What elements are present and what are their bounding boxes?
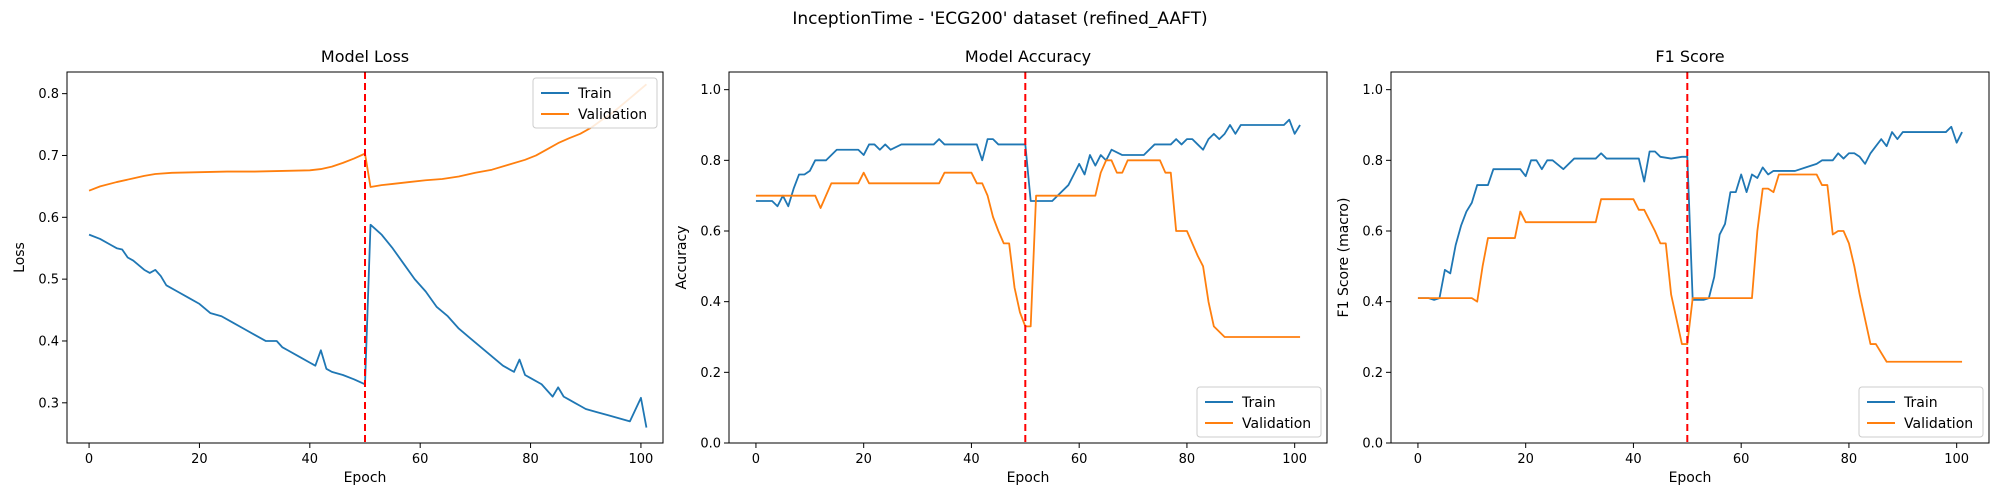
accuracy-legend-box [1196, 386, 1322, 438]
loss-xtick-label: 20 [191, 452, 208, 467]
accuracy-ytick-label: 0.4 [700, 295, 721, 310]
f1-xtick-label: 80 [1841, 452, 1858, 467]
loss-ytick-label: 0.6 [38, 211, 59, 226]
loss-xtick-label: 80 [522, 452, 539, 467]
loss-ytick-label: 0.7 [38, 149, 59, 164]
accuracy-legend: Train Validation [1196, 386, 1322, 438]
loss-xtick-label: 100 [629, 452, 654, 467]
f1-legend-label-train: Train [1903, 395, 1938, 411]
accuracy-ytick-label: 0.0 [700, 437, 721, 452]
accuracy-xtick-label: 100 [1282, 452, 1307, 467]
loss-legend: Train Validation [532, 77, 658, 129]
accuracy-ytick-label: 1.0 [700, 83, 721, 98]
accuracy-series-validation [755, 159, 1301, 338]
panel-accuracy: Model Accuracy 0 20 40 60 80 100 0.0 0.2 0.4 0.6 0.… [674, 47, 1328, 486]
loss-ytick-label: 0.3 [38, 396, 59, 411]
loss-legend-label-validation: Validation [578, 107, 647, 123]
f1-xtick-label: 100 [1944, 452, 1969, 467]
f1-legend-box [1858, 386, 1984, 438]
figure-suptitle: InceptionTime - 'ECG200' dataset (refine… [792, 9, 1207, 29]
loss-ytick-label: 0.5 [38, 273, 59, 288]
accuracy-ylabel: Accuracy [674, 226, 690, 290]
f1-ytick-label: 0.6 [1362, 225, 1383, 240]
loss-series-validation [88, 83, 648, 192]
loss-legend-label-train: Train [577, 86, 612, 102]
f1-ytick-label: 0.8 [1362, 154, 1383, 169]
loss-legend-box [532, 77, 658, 129]
accuracy-ytick-label: 0.6 [700, 225, 721, 240]
f1-title: F1 Score [1655, 47, 1724, 66]
accuracy-xtick-label: 60 [1071, 452, 1088, 467]
f1-ytick-label: 1.0 [1362, 83, 1383, 98]
f1-ytick-label: 0.4 [1362, 295, 1383, 310]
f1-xlabel: Epoch [1669, 470, 1712, 486]
panel-loss: Model Loss 0 20 40 60 80 100 0.3 0.4 0.5 0.6 0.7 0.8… [12, 47, 664, 486]
f1-xtick-label: 60 [1733, 452, 1750, 467]
accuracy-ytick-label: 0.8 [700, 154, 721, 169]
accuracy-legend-label-train: Train [1241, 395, 1276, 411]
f1-ylabel: F1 Score (macro) [1336, 198, 1352, 318]
loss-axes-frame [66, 71, 664, 444]
accuracy-xtick-label: 40 [963, 452, 980, 467]
accuracy-legend-label-validation: Validation [1242, 416, 1311, 432]
f1-series-validation [1417, 173, 1963, 363]
loss-ylabel: Loss [12, 242, 28, 273]
f1-ytick-label: 0.0 [1362, 437, 1383, 452]
f1-axes-frame [1390, 71, 1990, 444]
loss-ytick-label: 0.4 [38, 334, 59, 349]
loss-ytick-label: 0.8 [38, 87, 59, 102]
f1-series-train [1417, 125, 1963, 301]
f1-xtick-label: 40 [1625, 452, 1642, 467]
loss-xtick-label: 40 [302, 452, 319, 467]
f1-legend: Train Validation [1858, 386, 1984, 438]
panel-f1: F1 Score 0 20 40 60 80 100 0.0 0.2 0.4 0.6 0.8 1.0 Ep… [1336, 47, 1990, 486]
accuracy-ytick-label: 0.2 [700, 366, 721, 381]
accuracy-xtick-label: 80 [1179, 452, 1196, 467]
accuracy-xlabel: Epoch [1007, 470, 1050, 486]
f1-ytick-label: 0.2 [1362, 366, 1383, 381]
loss-xtick-label: 0 [85, 452, 93, 467]
f1-xtick-label: 20 [1517, 452, 1534, 467]
accuracy-xtick-label: 20 [855, 452, 872, 467]
accuracy-xtick-label: 0 [752, 452, 760, 467]
accuracy-axes-frame [728, 71, 1328, 444]
loss-series-train [88, 223, 648, 428]
loss-xtick-label: 60 [412, 452, 429, 467]
f1-legend-label-validation: Validation [1904, 416, 1973, 432]
accuracy-series-train [755, 118, 1301, 208]
f1-xtick-label: 0 [1414, 452, 1422, 467]
loss-xlabel: Epoch [344, 470, 387, 486]
accuracy-title: Model Accuracy [965, 47, 1091, 66]
loss-title: Model Loss [321, 47, 409, 66]
